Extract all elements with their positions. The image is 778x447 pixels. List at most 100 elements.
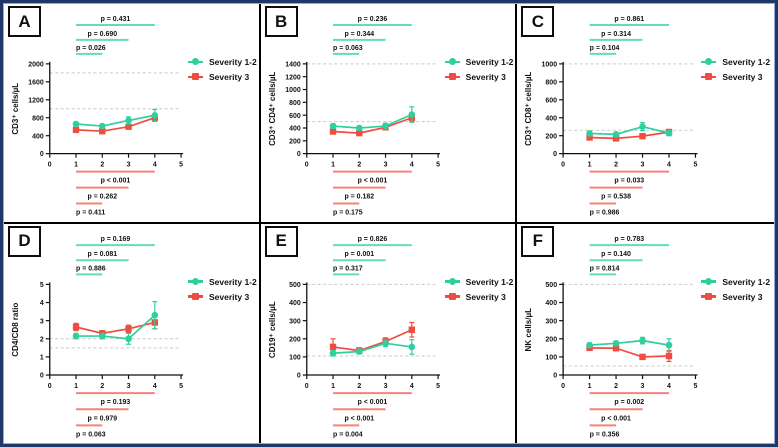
legend-label-severity-3: Severity 3 — [465, 72, 506, 82]
svg-text:1200: 1200 — [28, 97, 44, 104]
legend-entry-severity-1-2: Severity 1-2 — [701, 57, 770, 67]
svg-text:1: 1 — [74, 162, 78, 169]
svg-text:5: 5 — [436, 162, 440, 169]
svg-text:4: 4 — [40, 300, 44, 307]
legend-label-severity-1-2: Severity 1-2 — [465, 276, 514, 287]
svg-text:4: 4 — [667, 162, 671, 169]
severity-1-2-marker-icon — [701, 277, 717, 285]
legend-label-severity-1-2: Severity 1-2 — [465, 57, 514, 67]
svg-text:1: 1 — [74, 383, 78, 390]
severity-3-marker-icon — [444, 292, 460, 300]
severity-1-2-marker-icon — [188, 277, 203, 285]
legend: Severity 1-2 Severity 3 — [444, 57, 514, 87]
svg-text:3: 3 — [383, 383, 387, 390]
svg-text:p < 0.001: p < 0.001 — [601, 415, 631, 422]
legend: Severity 1-2 Severity 3 — [701, 277, 770, 307]
svg-text:4: 4 — [410, 162, 414, 169]
chart-A: 0 400 800 1200 1600 2000 0 1 2 3 4 5 CD3⁺ cells/µL p … — [11, 16, 183, 217]
svg-text:0: 0 — [304, 162, 308, 169]
chart-B: 0 200 400 600 800 1000 1200 1400 0 1 2 3 4 5 CD3⁺ CD4⁺… — [268, 16, 440, 217]
svg-text:CD4/CD8 ratio: CD4/CD8 ratio — [11, 302, 20, 356]
panel-C: C 0 200 400 600 800 1000 0 1 2 3 4 5 CD3⁺ CD8⁺ cells… — [517, 4, 774, 224]
svg-text:3: 3 — [641, 383, 645, 390]
legend-label-severity-3: Severity 3 — [465, 291, 506, 302]
svg-text:p = 0.317: p = 0.317 — [333, 265, 363, 272]
svg-text:300: 300 — [289, 318, 301, 325]
svg-text:1200: 1200 — [285, 74, 301, 81]
svg-text:100: 100 — [546, 354, 558, 361]
svg-text:1: 1 — [331, 383, 335, 390]
severity-3-marker-icon — [701, 73, 717, 80]
svg-text:p = 0.356: p = 0.356 — [590, 431, 620, 438]
legend-entry-severity-3: Severity 3 — [188, 292, 257, 302]
svg-text:p = 0.690: p = 0.690 — [87, 31, 117, 38]
svg-text:0: 0 — [554, 372, 558, 379]
svg-text:5: 5 — [40, 282, 44, 289]
severity-1-2-marker-icon — [188, 58, 203, 65]
svg-text:3: 3 — [383, 162, 387, 169]
svg-text:200: 200 — [546, 336, 558, 343]
svg-text:400: 400 — [289, 126, 301, 133]
svg-text:p = 0.169: p = 0.169 — [101, 236, 131, 243]
legend-entry-severity-3: Severity 3 — [188, 72, 257, 82]
svg-text:p < 0.001: p < 0.001 — [357, 178, 387, 185]
svg-text:0: 0 — [304, 383, 308, 390]
legend-entry-severity-3: Severity 3 — [701, 72, 770, 82]
svg-text:p = 0.182: p = 0.182 — [344, 194, 374, 201]
svg-text:1600: 1600 — [28, 79, 44, 86]
svg-text:0: 0 — [48, 162, 52, 169]
svg-text:p = 0.004: p = 0.004 — [333, 431, 363, 438]
svg-text:3: 3 — [127, 383, 131, 390]
panel-label-A: A — [8, 6, 41, 37]
svg-text:p < 0.001: p < 0.001 — [344, 415, 374, 422]
svg-text:2: 2 — [357, 162, 361, 169]
svg-text:5: 5 — [694, 162, 698, 169]
severity-1-2-marker-icon — [444, 58, 460, 65]
svg-text:200: 200 — [289, 336, 301, 343]
svg-text:400: 400 — [546, 300, 558, 307]
svg-text:p = 0.002: p = 0.002 — [615, 399, 645, 406]
svg-text:300: 300 — [546, 318, 558, 325]
svg-text:1: 1 — [40, 354, 44, 361]
svg-text:600: 600 — [546, 97, 558, 104]
panel-label-B: B — [264, 6, 298, 37]
svg-text:p = 0.431: p = 0.431 — [101, 16, 131, 23]
svg-text:5: 5 — [179, 383, 183, 390]
legend: Severity 1-2 Severity 3 — [188, 57, 257, 87]
svg-text:NK cells/µL: NK cells/µL — [524, 307, 533, 351]
legend-label-severity-3: Severity 3 — [209, 291, 250, 302]
panel-B: B 0 200 400 600 800 1000 1200 1400 0 1 2 3 4 5 CD3⁺ CD… — [260, 4, 518, 224]
panel-E: E 0 100 200 300 400 500 0 1 2 3 4 5 CD19⁺ cells/µL p … — [260, 223, 518, 443]
svg-text:400: 400 — [32, 133, 44, 140]
svg-text:2: 2 — [40, 336, 44, 343]
svg-text:1: 1 — [331, 162, 335, 169]
svg-text:2000: 2000 — [28, 61, 44, 68]
svg-text:4: 4 — [153, 162, 157, 169]
svg-text:0: 0 — [561, 162, 565, 169]
panel-A: A 0 400 800 1200 1600 2000 0 1 2 3 4 5 CD3⁺ cells/µL… — [4, 4, 261, 224]
svg-text:200: 200 — [289, 138, 301, 145]
svg-text:400: 400 — [546, 115, 558, 122]
svg-text:0: 0 — [297, 151, 301, 158]
svg-text:p = 0.081: p = 0.081 — [87, 251, 117, 258]
svg-text:p < 0.001: p < 0.001 — [101, 178, 131, 185]
svg-text:p = 0.979: p = 0.979 — [87, 415, 117, 422]
legend-entry-severity-3: Severity 3 — [701, 292, 770, 302]
svg-text:100: 100 — [289, 354, 301, 361]
svg-text:1: 1 — [588, 162, 592, 169]
svg-text:4: 4 — [153, 383, 157, 390]
figure-inner-frame: A 0 400 800 1200 1600 2000 0 1 2 3 4 5 CD3⁺ cells/µL… — [3, 3, 775, 444]
svg-text:p = 0.538: p = 0.538 — [601, 194, 631, 201]
svg-text:p = 0.063: p = 0.063 — [76, 431, 106, 438]
svg-text:CD3⁺ CD4⁺ cells/µL: CD3⁺ CD4⁺ cells/µL — [268, 72, 277, 146]
svg-text:600: 600 — [289, 113, 301, 120]
svg-text:CD19⁺ cells/µL: CD19⁺ cells/µL — [268, 301, 277, 358]
svg-text:p = 0.783: p = 0.783 — [615, 236, 645, 243]
svg-text:p = 0.236: p = 0.236 — [357, 16, 387, 23]
svg-text:p = 0.140: p = 0.140 — [601, 251, 631, 258]
legend-entry-severity-1-2: Severity 1-2 — [188, 277, 257, 287]
severity-3-marker-icon — [188, 292, 203, 300]
svg-text:1000: 1000 — [542, 61, 558, 68]
svg-text:2: 2 — [614, 162, 618, 169]
